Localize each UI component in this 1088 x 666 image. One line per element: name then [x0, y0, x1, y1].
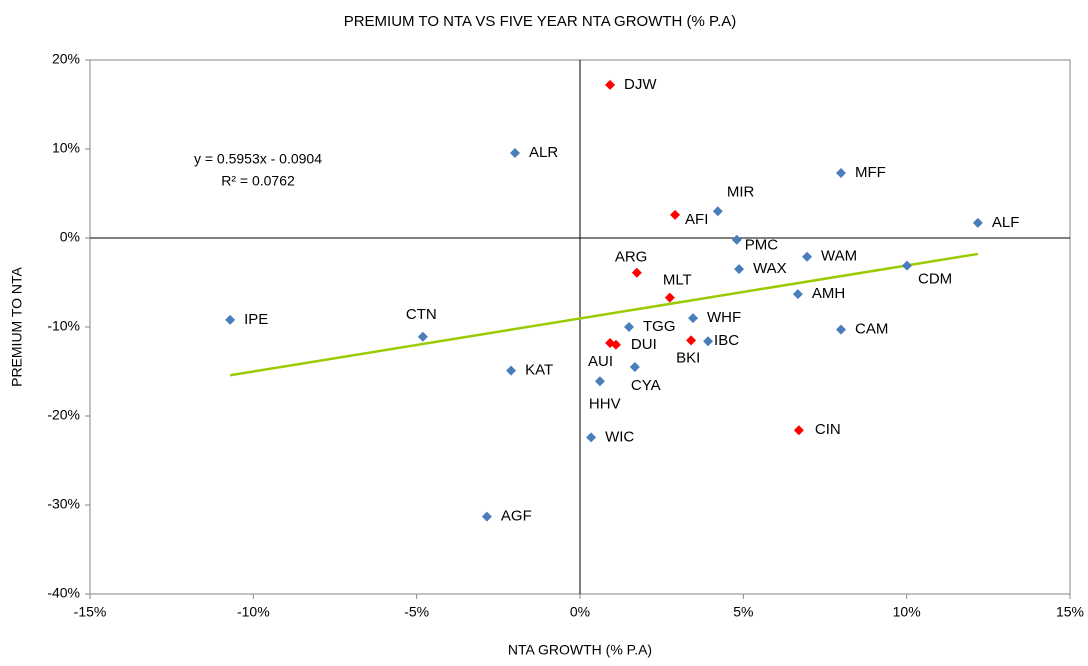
- point-label: TGG: [643, 318, 676, 335]
- point-label: ARG: [615, 249, 648, 266]
- trendline: [229, 252, 979, 377]
- data-point: [703, 336, 714, 347]
- y-tick-label: 10%: [52, 140, 80, 156]
- x-tick-label: 5%: [733, 604, 753, 620]
- point-label: WAM: [821, 248, 857, 265]
- point-label: PMC: [745, 237, 779, 254]
- data-point: [624, 322, 634, 332]
- data-point: [509, 148, 520, 159]
- point-label: WAX: [753, 260, 787, 277]
- x-tick-label: -10%: [237, 604, 270, 620]
- point-label: AFI: [685, 211, 708, 228]
- data-point: [225, 314, 236, 325]
- point-label: WHF: [707, 309, 741, 326]
- trend-equation: y = 0.5953x - 0.0904: [194, 151, 322, 167]
- point-label: ALR: [529, 144, 558, 161]
- y-tick-label: -30%: [47, 496, 80, 512]
- data-point: [686, 335, 697, 346]
- data-point: [836, 324, 847, 335]
- data-point: [792, 289, 803, 300]
- data-point: [417, 331, 428, 342]
- data-point: [734, 264, 745, 275]
- x-axis-title: NTA GROWTH (% P.A): [508, 642, 652, 658]
- point-label: CAM: [855, 321, 888, 338]
- point-label: MFF: [855, 164, 886, 181]
- point-label: CTN: [406, 306, 437, 323]
- data-point: [731, 234, 742, 245]
- point-label: BKI: [676, 349, 700, 366]
- data-point: [610, 339, 621, 350]
- point-label: WIC: [605, 428, 634, 445]
- x-tick-label: 0%: [570, 604, 590, 620]
- trend-r-squared: R² = 0.0762: [221, 173, 295, 189]
- data-point: [972, 217, 983, 228]
- data-point: [586, 432, 597, 443]
- y-tick-label: -20%: [47, 407, 80, 423]
- data-point: [605, 79, 616, 90]
- data-point: [629, 362, 640, 373]
- data-point: [712, 206, 723, 217]
- point-label: MLT: [663, 272, 692, 289]
- point-label: ALF: [992, 214, 1020, 231]
- point-label: IBC: [714, 332, 739, 349]
- point-label: CYA: [631, 377, 661, 394]
- point-label: AGF: [501, 508, 532, 525]
- point-label: CDM: [918, 271, 952, 288]
- x-tick-label: 10%: [893, 604, 921, 620]
- data-point: [631, 267, 642, 278]
- y-tick-label: -40%: [47, 585, 80, 601]
- data-point: [506, 365, 517, 376]
- point-label: IPE: [244, 311, 268, 328]
- x-tick-label: -15%: [74, 604, 107, 620]
- data-point: [688, 313, 699, 324]
- y-tick-label: -10%: [47, 318, 80, 334]
- point-label: DJW: [624, 76, 657, 93]
- y-axis-title: PREMIUM TO NTA: [9, 266, 25, 386]
- point-label: AMH: [812, 285, 845, 302]
- data-point: [793, 425, 804, 436]
- point-label: DUI: [631, 336, 657, 353]
- data-point: [802, 251, 813, 262]
- x-tick-label: -5%: [404, 604, 429, 620]
- point-label: AUI: [588, 353, 613, 370]
- point-label: CIN: [815, 421, 841, 438]
- data-point: [481, 511, 492, 522]
- data-point: [594, 376, 605, 387]
- point-label: HHV: [589, 395, 621, 412]
- data-point: [664, 292, 675, 303]
- y-tick-label: 20%: [52, 51, 80, 67]
- data-point: [901, 260, 912, 271]
- y-tick-label: 0%: [60, 229, 80, 245]
- point-label: MIR: [727, 183, 755, 200]
- chart-title: PREMIUM TO NTA VS FIVE YEAR NTA GROWTH (…: [344, 13, 737, 30]
- data-point: [836, 168, 847, 179]
- point-label: KAT: [525, 362, 553, 379]
- data-point: [670, 209, 681, 220]
- x-tick-label: 15%: [1056, 604, 1084, 620]
